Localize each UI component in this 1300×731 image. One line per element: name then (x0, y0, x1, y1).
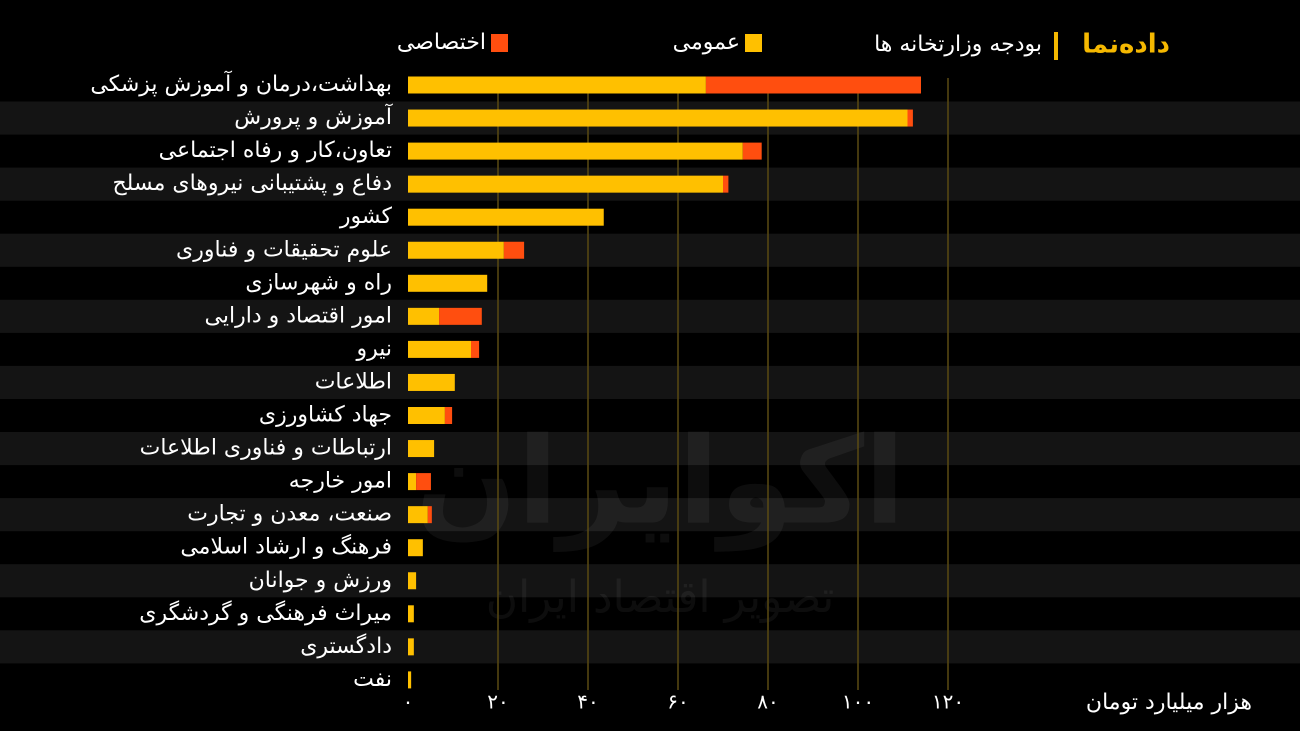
row-stripe (0, 432, 1300, 466)
x-tick-label: ۰ (403, 690, 414, 714)
brand: داده‌نما (1082, 30, 1170, 60)
x-tick-label: ۱۰۰ (842, 690, 874, 714)
bar (408, 671, 412, 689)
y-tick-label: دادگستری (300, 633, 392, 659)
bar (503, 241, 525, 259)
bar (907, 109, 913, 127)
bar (408, 307, 440, 325)
bar (723, 175, 729, 193)
y-tick-label: بهداشت،درمان و آموزش پزشکی (90, 70, 392, 97)
y-tick-label: اطلاعات (315, 369, 392, 394)
bar (408, 473, 417, 491)
bar (444, 407, 453, 424)
y-tick-label: کشور (339, 204, 393, 229)
y-tick-label: دفاع و پشتیبانی نیروهای مسلح (112, 171, 392, 196)
y-tick-label: علوم تحقیقات و فناوری (176, 237, 392, 262)
x-tick-label: ۱۲۰ (932, 690, 964, 714)
bar (408, 440, 435, 458)
bar (408, 241, 504, 259)
bar (408, 109, 908, 127)
bar (408, 572, 417, 590)
x-tick-label: ۴۰ (577, 690, 598, 714)
row-stripe (0, 233, 1300, 267)
bar (742, 142, 762, 160)
y-tick-label: ورزش و جوانان (249, 568, 392, 593)
bar (408, 340, 471, 358)
y-tick-label: ارتباطات و فناوری اطلاعات (140, 436, 392, 461)
x-axis-label: هزار میلیارد تومان (1086, 690, 1252, 715)
bar (408, 274, 488, 292)
y-tick-label: فرهنگ و ارشاد اسلامی (180, 534, 392, 560)
row-stripe (0, 630, 1300, 664)
chart-title: بودجه وزارتخانه ها (874, 32, 1042, 57)
y-tick-label: صنعت، معدن و تجارت (187, 502, 392, 527)
legend-label: اختصاصی (397, 30, 486, 55)
x-tick-label: ۶۰ (667, 690, 688, 714)
legend-label: عمومی (673, 30, 740, 55)
bar (439, 307, 482, 325)
watermark: اکوایران (415, 413, 906, 552)
legend-swatch (745, 34, 762, 52)
x-tick-label: ۲۰ (487, 690, 508, 714)
bar (408, 373, 455, 391)
bar (408, 539, 423, 557)
y-tick-label: میراث فرهنگی و گردشگری (139, 600, 392, 626)
row-stripe (0, 299, 1300, 333)
separator (1054, 32, 1058, 60)
bar (408, 605, 414, 623)
bar (408, 407, 445, 424)
watermark: تصویر اقتصاد ایران (486, 572, 835, 623)
bar (471, 340, 480, 358)
bar (408, 638, 414, 656)
y-tick-label: جهاد کشاورزی (259, 403, 392, 428)
y-tick-label: آموزش و پرورش (234, 103, 393, 130)
y-tick-label: راه و شهرسازی (245, 270, 392, 295)
bar (408, 142, 743, 160)
y-tick-label: نفت (353, 667, 392, 692)
bar (416, 473, 431, 491)
bar (408, 175, 723, 193)
row-stripe (0, 498, 1300, 532)
y-tick-label: تعاون،کار و رفاه اجتماعی (159, 138, 392, 163)
bar (408, 208, 604, 226)
y-tick-label: امور خارجه (289, 469, 392, 494)
bar (408, 506, 428, 524)
y-tick-label: نیرو (355, 336, 392, 361)
bar (705, 76, 921, 94)
bar (408, 76, 706, 94)
row-stripe (0, 564, 1300, 598)
bar (427, 506, 432, 524)
y-tick-label: امور اقتصاد و دارایی (205, 303, 392, 328)
x-tick-label: ۸۰ (757, 690, 778, 714)
row-stripe (0, 365, 1300, 399)
legend-swatch (491, 34, 508, 52)
